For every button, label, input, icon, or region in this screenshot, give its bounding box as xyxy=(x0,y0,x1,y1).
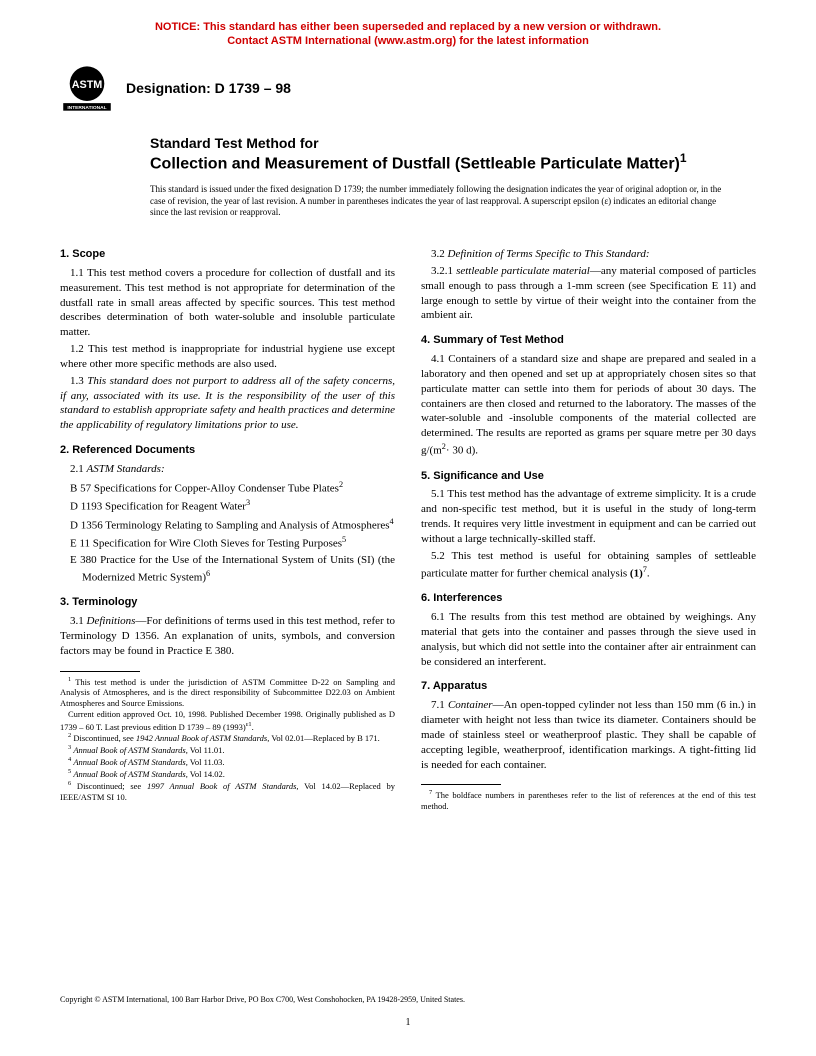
p-4-1: 4.1 Containers of a standard size and sh… xyxy=(421,352,756,459)
fn-4: 4 Annual Book of ASTM Standards, Vol 11.… xyxy=(60,756,395,768)
right-column: 3.2 Definition of Terms Specific to This… xyxy=(421,237,756,812)
p-1-1: 1.1 This test method covers a procedure … xyxy=(60,266,395,340)
sec-7: 7. Apparatus xyxy=(421,679,756,694)
notice-banner: NOTICE: This standard has either been su… xyxy=(60,20,756,49)
footnote-rule-left xyxy=(60,671,140,672)
p-3-1: 3.1 Definitions—For definitions of terms… xyxy=(60,614,395,659)
issue-note: This standard is issued under the fixed … xyxy=(150,184,726,219)
p-7-1: 7.1 Container—An open-topped cylinder no… xyxy=(421,698,756,772)
sec-1: 1. Scope xyxy=(60,247,395,262)
fn-6: 6 Discontinued; see 1997 Annual Book of … xyxy=(60,780,395,803)
content-columns: 1. Scope 1.1 This test method covers a p… xyxy=(60,237,756,812)
fn-1b: Current edition approved Oct. 10, 1998. … xyxy=(60,709,395,732)
sec-5: 5. Significance and Use xyxy=(421,469,756,484)
p-3-2: 3.2 Definition of Terms Specific to This… xyxy=(421,247,756,262)
sec-4: 4. Summary of Test Method xyxy=(421,333,756,348)
ref-b57: B 57 Specifications for Copper-Alloy Con… xyxy=(60,479,395,497)
p-1-3: 1.3 This standard does not purport to ad… xyxy=(60,374,395,433)
copyright: Copyright © ASTM International, 100 Barr… xyxy=(60,995,756,1004)
footnote-rule-right xyxy=(421,784,501,785)
fn-3: 3 Annual Book of ASTM Standards, Vol 11.… xyxy=(60,744,395,756)
ref-d1193: D 1193 Specification for Reagent Water3 xyxy=(60,497,395,515)
p-5-1: 5.1 This test method has the advantage o… xyxy=(421,487,756,546)
p-3-2-1: 3.2.1 settleable particulate material—an… xyxy=(421,264,756,323)
ref-d1356: D 1356 Terminology Relating to Sampling … xyxy=(60,516,395,534)
notice-line1: NOTICE: This standard has either been su… xyxy=(155,21,661,33)
fn-5: 5 Annual Book of ASTM Standards, Vol 14.… xyxy=(60,768,395,780)
p-5-2: 5.2 This test method is useful for obtai… xyxy=(421,549,756,581)
title-pre: Standard Test Method for xyxy=(150,135,756,151)
p-6-1: 6.1 The results from this test method ar… xyxy=(421,610,756,669)
fn-1: 1 This test method is under the jurisdic… xyxy=(60,676,395,710)
sec-6: 6. Interferences xyxy=(421,591,756,606)
svg-text:INTERNATIONAL: INTERNATIONAL xyxy=(67,105,106,111)
designation: Designation: D 1739 – 98 xyxy=(126,80,291,96)
sec-2: 2. Referenced Documents xyxy=(60,443,395,458)
p-1-2: 1.2 This test method is inappropriate fo… xyxy=(60,342,395,372)
ref-e380: E 380 Practice for the Use of the Intern… xyxy=(60,553,395,585)
p-2-1: 2.1 ASTM Standards: xyxy=(60,462,395,477)
svg-text:ASTM: ASTM xyxy=(72,79,103,91)
ref-e11: E 11 Specification for Wire Cloth Sieves… xyxy=(60,534,395,552)
fn-7: 7 The boldface numbers in parentheses re… xyxy=(421,789,756,812)
astm-logo: ASTM INTERNATIONAL xyxy=(60,61,114,115)
fn-2: 2 Discontinued, see 1942 Annual Book of … xyxy=(60,732,395,744)
title-main: Collection and Measurement of Dustfall (… xyxy=(150,151,756,174)
header-row: ASTM INTERNATIONAL Designation: D 1739 –… xyxy=(60,61,756,115)
sec-3: 3. Terminology xyxy=(60,595,395,610)
notice-line2: Contact ASTM International (www.astm.org… xyxy=(227,35,589,47)
page-number: 1 xyxy=(0,1017,816,1028)
title-block: Standard Test Method for Collection and … xyxy=(150,135,756,174)
left-column: 1. Scope 1.1 This test method covers a p… xyxy=(60,237,395,812)
